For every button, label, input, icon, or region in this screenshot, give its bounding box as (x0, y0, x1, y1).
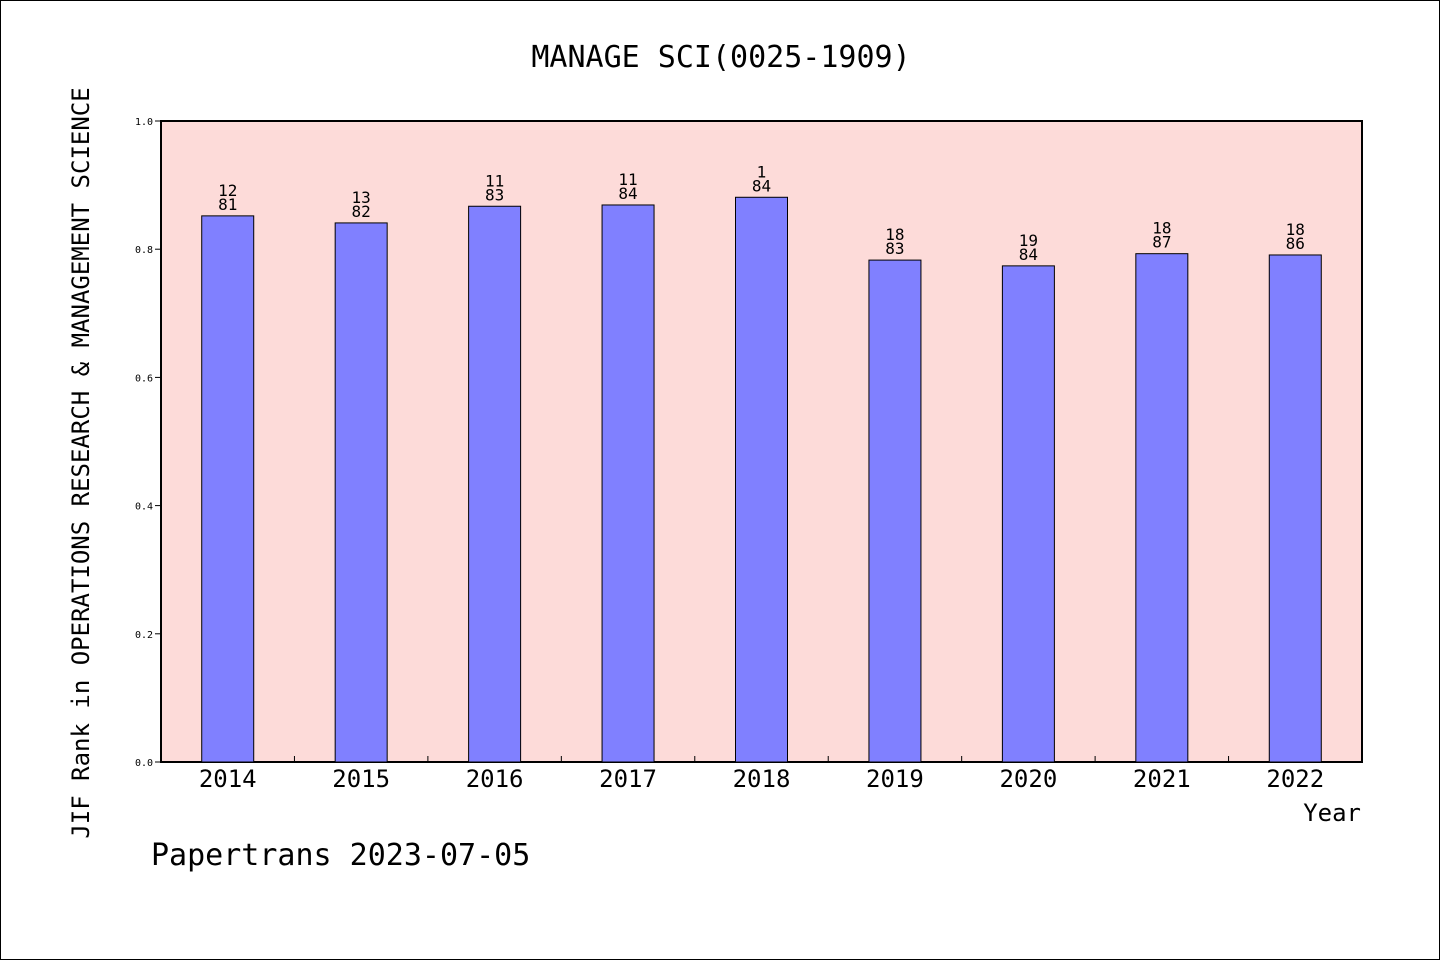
bar-total-label: 84 (618, 184, 637, 203)
bar-2015 (334, 222, 388, 763)
bar-2016 (468, 205, 522, 763)
bar-total-label: 84 (1019, 245, 1038, 264)
x-tick-label: 2017 (599, 765, 657, 793)
bar-total-label: 83 (885, 239, 904, 258)
y-tick-label: 0.6 (135, 373, 153, 384)
y-tick-label: 0.8 (135, 245, 153, 256)
bar-total-label: 82 (352, 202, 371, 221)
x-axis-ticks: 2014 2015 2016 2017 2018 2019 2020 2021 2022 (199, 756, 1324, 793)
x-tick-label: 2018 (733, 765, 791, 793)
bar-rank-label: 18 (885, 225, 904, 244)
y-tick-label: 1.0 (135, 117, 153, 128)
bar-total-label: 84 (752, 176, 771, 195)
bars-group (201, 196, 1322, 763)
bar-total-label: 83 (485, 185, 504, 204)
x-tick-label: 2014 (199, 765, 257, 793)
bar-rank-label: 18 (1286, 220, 1305, 239)
bar-2018 (735, 196, 788, 763)
bar-rank-label: 12 (218, 181, 237, 200)
bar-rank-label: 18 (1152, 219, 1171, 238)
x-tick-label: 2020 (999, 765, 1057, 793)
bar-rank-label: 1 (757, 162, 767, 181)
x-tick-label: 2021 (1133, 765, 1191, 793)
bar-2017 (601, 204, 655, 763)
footer-stamp: Papertrans 2023-07-05 (151, 838, 530, 873)
bar-2014 (201, 215, 255, 763)
y-axis-label: JIF Rank in OPERATIONS RESEARCH & MANAGE… (67, 87, 95, 838)
bar-total-label: 81 (218, 195, 237, 214)
bar-2019 (868, 259, 922, 763)
x-tick-label: 2019 (866, 765, 924, 793)
x-tick-label: 2022 (1266, 765, 1324, 793)
bar-rank-label: 19 (1019, 231, 1038, 250)
bar-rank-label: 11 (618, 170, 637, 189)
x-tick-label: 2016 (466, 765, 524, 793)
bar-2021 (1135, 253, 1189, 763)
y-tick-label: 0.2 (135, 630, 153, 641)
bar-2022 (1268, 254, 1322, 763)
bar-total-label: 87 (1152, 233, 1171, 252)
bar-rank-label: 11 (485, 171, 504, 190)
bar-2020 (1001, 265, 1055, 763)
chart-title: MANAGE SCI(0025-1909) (531, 40, 910, 75)
bar-rank-label: 13 (352, 188, 371, 207)
y-tick-label: 0.0 (135, 758, 153, 769)
bar-total-label: 86 (1286, 234, 1305, 253)
x-tick-label: 2015 (332, 765, 390, 793)
x-axis-label: Year (1303, 799, 1361, 827)
y-tick-label: 0.4 (135, 502, 153, 513)
y-axis-ticks: 0.0 0.2 0.4 0.6 0.8 1.0 (135, 117, 161, 769)
